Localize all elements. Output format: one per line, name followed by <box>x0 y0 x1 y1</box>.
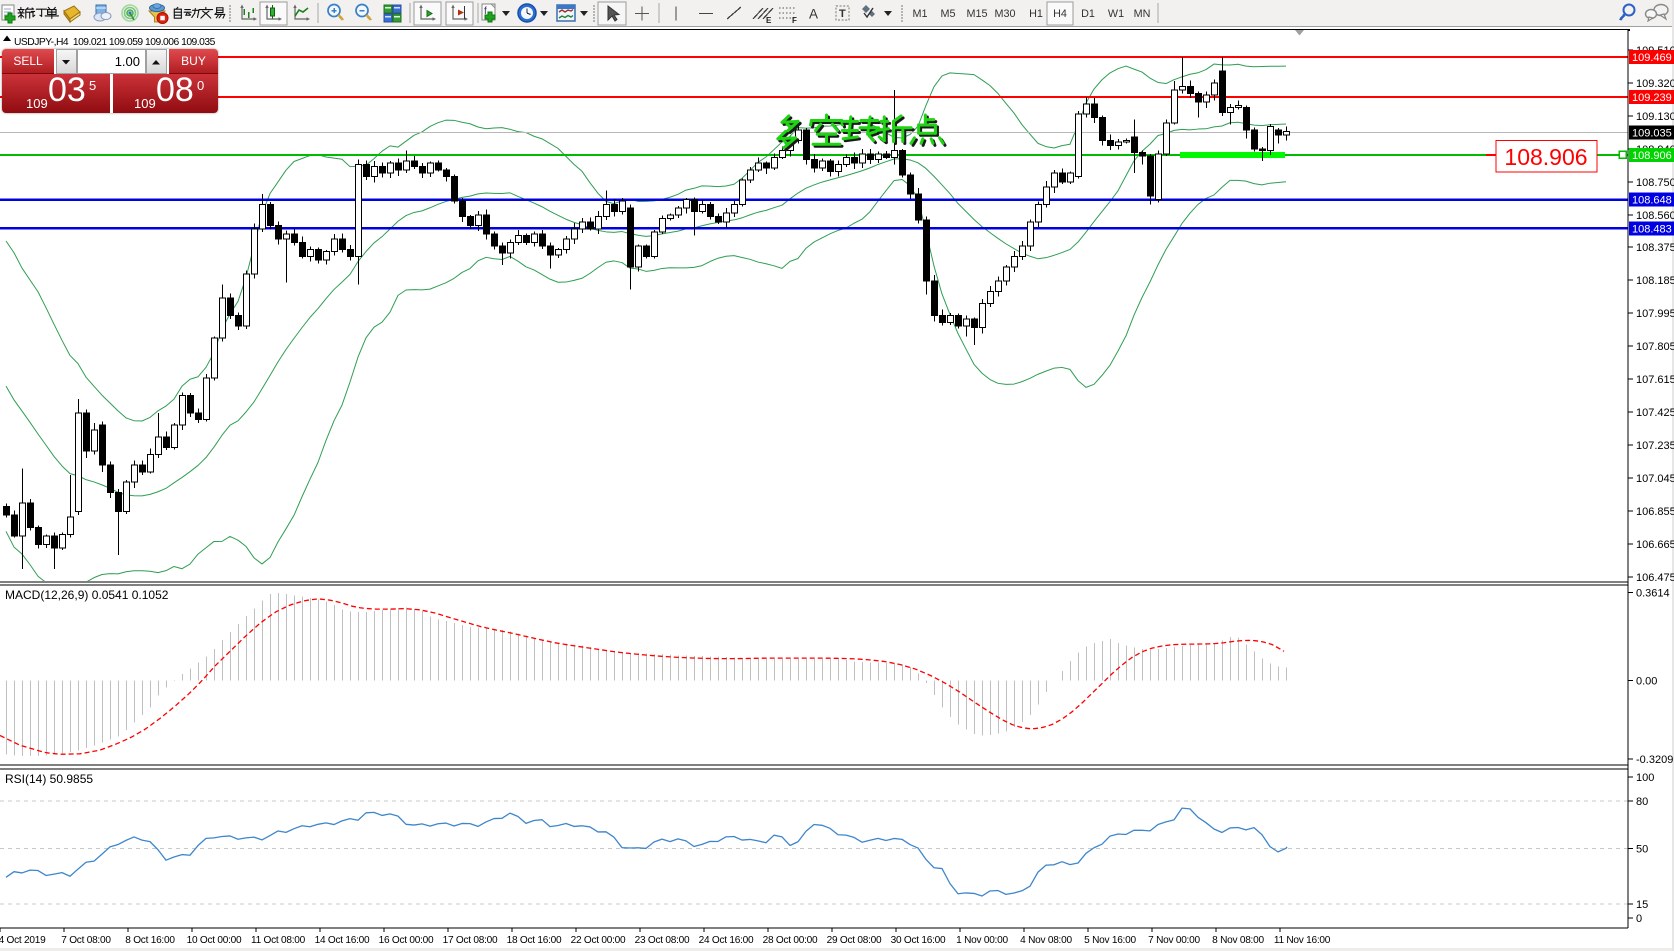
svg-text:D1: D1 <box>1081 8 1095 20</box>
svg-text:7 Nov 00:00: 7 Nov 00:00 <box>1148 935 1200 946</box>
svg-text:23 Oct 08:00: 23 Oct 08:00 <box>635 935 690 946</box>
svg-text:18 Oct 16:00: 18 Oct 16:00 <box>507 935 562 946</box>
svg-text:108.906: 108.906 <box>1632 150 1672 162</box>
svg-text:8 Oct 16:00: 8 Oct 16:00 <box>125 935 175 946</box>
svg-text:MN: MN <box>1134 8 1151 20</box>
svg-text:M30: M30 <box>994 8 1015 20</box>
svg-text:M5: M5 <box>941 8 956 20</box>
svg-text:108.185: 108.185 <box>1636 275 1674 287</box>
svg-text:T: T <box>839 8 846 20</box>
svg-text:109.035: 109.035 <box>1632 127 1672 139</box>
svg-text:100: 100 <box>1636 772 1654 784</box>
svg-text:RSI(14) 50.9855: RSI(14) 50.9855 <box>5 772 93 786</box>
svg-text:11 Nov 16:00: 11 Nov 16:00 <box>1274 935 1331 946</box>
svg-text:107.045: 107.045 <box>1636 473 1674 485</box>
svg-text:109.239: 109.239 <box>1632 92 1672 104</box>
svg-text:USDJPY-,H4 109.021 109.059 10: USDJPY-,H4 109.021 109.059 109.006 109.0… <box>14 37 216 48</box>
svg-text:106.855: 106.855 <box>1636 506 1674 518</box>
svg-text:F: F <box>792 16 797 25</box>
svg-text:22 Oct 00:00: 22 Oct 00:00 <box>571 935 626 946</box>
svg-text:108.483: 108.483 <box>1632 223 1672 235</box>
svg-text:H4: H4 <box>1053 8 1067 20</box>
svg-text:24 Oct 16:00: 24 Oct 16:00 <box>699 935 754 946</box>
svg-text:17 Oct 08:00: 17 Oct 08:00 <box>443 935 498 946</box>
svg-text:MACD(12,26,9) 0.0541 0.1052: MACD(12,26,9) 0.0541 0.1052 <box>5 588 169 602</box>
svg-text:108.560: 108.560 <box>1636 210 1674 222</box>
svg-text:1 Nov 00:00: 1 Nov 00:00 <box>956 935 1008 946</box>
svg-text:109.130: 109.130 <box>1636 111 1674 123</box>
svg-text:W1: W1 <box>1108 8 1124 20</box>
svg-text:109.469: 109.469 <box>1632 52 1672 64</box>
svg-text:M15: M15 <box>966 8 987 20</box>
svg-text:7 Oct 08:00: 7 Oct 08:00 <box>61 935 111 946</box>
svg-text:0.3614: 0.3614 <box>1636 587 1670 599</box>
svg-text:5 Nov 16:00: 5 Nov 16:00 <box>1084 935 1136 946</box>
svg-text:11 Oct 08:00: 11 Oct 08:00 <box>251 935 306 946</box>
svg-text:4 Oct 2019: 4 Oct 2019 <box>0 935 46 946</box>
svg-text:8 Nov 08:00: 8 Nov 08:00 <box>1212 935 1264 946</box>
svg-text:14 Oct 16:00: 14 Oct 16:00 <box>315 935 370 946</box>
svg-text:f: f <box>484 6 487 17</box>
svg-text:10 Oct 00:00: 10 Oct 00:00 <box>187 935 242 946</box>
svg-text:108.906: 108.906 <box>1504 144 1587 170</box>
svg-text:107.805: 107.805 <box>1636 341 1674 353</box>
svg-text:107.425: 107.425 <box>1636 407 1674 419</box>
svg-text:109.320: 109.320 <box>1636 78 1674 90</box>
svg-text:107.235: 107.235 <box>1636 440 1674 452</box>
svg-text:80: 80 <box>1636 796 1648 808</box>
svg-text:50: 50 <box>1636 844 1648 856</box>
svg-text:A: A <box>809 7 818 22</box>
svg-text:107.615: 107.615 <box>1636 374 1674 386</box>
svg-text:16 Oct 00:00: 16 Oct 00:00 <box>379 935 434 946</box>
svg-text:0.00: 0.00 <box>1636 676 1657 688</box>
svg-text:0: 0 <box>1636 913 1642 925</box>
svg-text:29 Oct 08:00: 29 Oct 08:00 <box>827 935 882 946</box>
svg-text:E: E <box>766 16 772 25</box>
svg-text:106.665: 106.665 <box>1636 539 1674 551</box>
svg-text:106.475: 106.475 <box>1636 572 1674 584</box>
svg-text:15: 15 <box>1636 899 1648 911</box>
svg-text:108.750: 108.750 <box>1636 177 1674 189</box>
svg-text:M1: M1 <box>913 8 928 20</box>
svg-text:-0.3209: -0.3209 <box>1636 754 1673 766</box>
svg-text:108.648: 108.648 <box>1632 195 1672 207</box>
svg-text:107.995: 107.995 <box>1636 308 1674 320</box>
svg-text:28 Oct 00:00: 28 Oct 00:00 <box>763 935 818 946</box>
svg-text:H1: H1 <box>1029 8 1043 20</box>
svg-text:4 Nov 08:00: 4 Nov 08:00 <box>1020 935 1072 946</box>
svg-text:30 Oct 16:00: 30 Oct 16:00 <box>891 935 946 946</box>
svg-text:108.375: 108.375 <box>1636 242 1674 254</box>
